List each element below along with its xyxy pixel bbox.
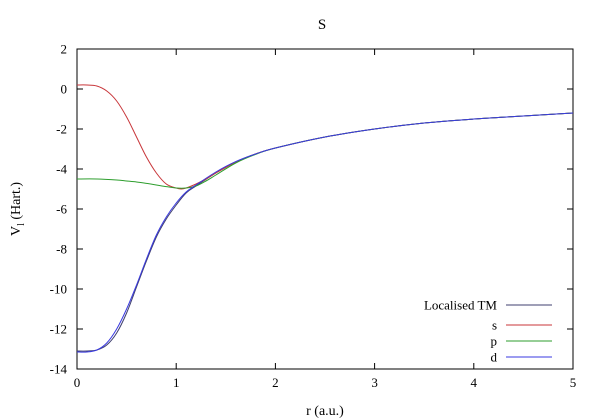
y-tick-label: 2 [61,42,68,57]
plot-frame [76,48,574,370]
x-tick-label: 5 [570,375,577,390]
chart-title: S [318,17,326,33]
y-axis: 2 0 -2 -4 -6 -8 -10 -12 -14 [50,42,573,377]
y-tick-label: -8 [56,242,67,257]
x-tick-label: 1 [173,375,180,390]
legend-label-0: Localised TM [424,298,497,313]
y-tick-label: -10 [50,282,67,297]
series-lines [76,84,574,353]
legend-label-1: s [492,318,497,333]
y-tick-label: -6 [56,202,67,217]
y-tick-label: 0 [61,82,68,97]
y-tick-label: -2 [56,122,67,137]
legend: Localised TM spd [424,298,552,365]
y-tick-label: -4 [56,162,67,177]
y-tick-label: -14 [50,362,68,377]
series-line-0 [76,112,574,352]
x-tick-label: 0 [74,375,81,390]
y-axis-label: Vl (Hart.) [9,182,27,236]
x-tick-label: 4 [471,375,478,390]
series-line-3 [76,112,574,353]
legend-label-2: p [491,334,498,349]
x-axis-label: r (a.u.) [306,404,344,419]
x-axis: 0 1 2 3 4 5 [74,49,577,390]
legend-label-3: d [491,350,498,365]
y-tick-label: -12 [50,322,67,337]
x-tick-label: 3 [371,375,378,390]
series-line-2 [76,112,574,189]
x-tick-label: 2 [272,375,279,390]
